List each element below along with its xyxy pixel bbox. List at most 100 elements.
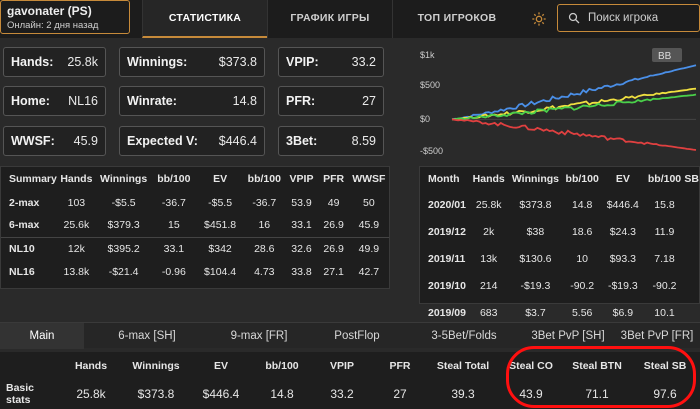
basic-header-cell[interactable]: Steal Total bbox=[436, 360, 490, 372]
tab-top-players[interactable]: ТОП ИГРОКОВ bbox=[392, 0, 521, 38]
basic-header-cell[interactable]: VPIP bbox=[330, 360, 354, 372]
player-search[interactable] bbox=[557, 4, 700, 32]
stat-label: Winrate: bbox=[127, 94, 177, 108]
summary-cell: 33.1 bbox=[151, 236, 196, 260]
monthly-header-cell[interactable]: bb/100 bbox=[647, 173, 682, 185]
monthly-header-cell[interactable]: Month bbox=[428, 173, 460, 185]
summary-cell: 16 bbox=[258, 219, 271, 232]
table-row: 2019/10 214 -$19.3 -90.2 -$19.3 -90.2 bbox=[420, 272, 699, 299]
y-tick-label: -$500 bbox=[420, 146, 443, 156]
monthly-cell: 11.9 bbox=[654, 225, 675, 238]
basic-header-cell[interactable]: Hands bbox=[74, 360, 108, 372]
basic-header-cell[interactable]: Steal CO bbox=[509, 360, 553, 372]
monthly-header-cell[interactable]: Winnings bbox=[511, 173, 560, 185]
category-tab[interactable]: Main bbox=[0, 323, 84, 349]
monthly-header-cell[interactable]: EV bbox=[615, 173, 630, 185]
summary-cell: 28.6 bbox=[244, 236, 285, 260]
monthly-header-cell[interactable]: Hands bbox=[472, 173, 505, 185]
category-tab[interactable]: 3Bet PvP [FR] bbox=[620, 330, 694, 342]
summary-header-cell[interactable]: Winnings bbox=[100, 173, 148, 185]
category-tab[interactable]: PostFlop bbox=[334, 330, 380, 342]
table-row: NL10 12k $395.2 33.1 $342 28.6 32.6 26.9 49.9 bbox=[1, 236, 389, 260]
bb-toggle[interactable] bbox=[652, 48, 682, 62]
tab-statistics[interactable]: СТАТИСТИКА bbox=[142, 0, 267, 38]
table-row: 2020/01 25.8k $373.8 14.8 $446.4 15.8 bbox=[420, 191, 699, 218]
category-tab[interactable]: 3Bet PvP [SH] bbox=[531, 330, 605, 342]
settings-button[interactable] bbox=[521, 0, 557, 38]
summary-header-cell[interactable]: PFR bbox=[323, 173, 345, 185]
basic-header-cell[interactable]: EV bbox=[213, 360, 228, 372]
monthly-cell: 2k bbox=[483, 225, 495, 238]
stat-3bet: 3Bet: 8.59 bbox=[278, 126, 384, 156]
bb-toggle-label: BB bbox=[658, 51, 672, 62]
basic-header-cell[interactable]: bb/100 bbox=[265, 360, 299, 372]
stat-value: $373.8 bbox=[218, 55, 257, 69]
search-input[interactable] bbox=[588, 12, 688, 24]
summary-header-cell[interactable]: bb/100 bbox=[157, 173, 191, 185]
basic-cell: 43.9 bbox=[519, 387, 543, 401]
summary-header-cell[interactable]: EV bbox=[213, 173, 228, 185]
stat-value: 25.8k bbox=[67, 55, 98, 69]
summary-header-cell[interactable]: WWSF bbox=[352, 173, 386, 185]
monthly-header-cell[interactable]: bb/100 bbox=[565, 173, 599, 185]
summary-header-cell[interactable]: VPIP bbox=[289, 173, 314, 185]
stat-label: Hands: bbox=[11, 55, 54, 69]
summary-cell: 27.1 bbox=[323, 265, 344, 278]
monthly-cell: 15.8 bbox=[654, 198, 675, 211]
stat-home: Home: NL16 bbox=[3, 86, 106, 116]
summary-cell: $379.3 bbox=[107, 219, 140, 232]
monthly-cell: -$19.3 bbox=[520, 279, 551, 292]
monthly-cell: -$19.3 bbox=[607, 279, 638, 292]
basic-header-cell[interactable]: Steal SB bbox=[643, 360, 687, 372]
winnings-chart[interactable]: $1k $500 $0 -$500 BB bbox=[418, 44, 700, 162]
summary-cell: $451.8 bbox=[204, 219, 237, 232]
monthly-header-cell[interactable]: SB bbox=[684, 173, 699, 185]
tab-game-chart[interactable]: ГРАФИК ИГРЫ bbox=[267, 0, 392, 38]
summary-cell: 12k bbox=[57, 236, 96, 260]
summary-header-cell[interactable]: Hands bbox=[60, 173, 93, 185]
player-card[interactable]: gavonater (PS) Онлайн: 2 дня назад bbox=[0, 0, 130, 34]
stat-value: 33.2 bbox=[351, 55, 376, 69]
summary-cell: -$5.5 bbox=[208, 196, 233, 209]
table-row: 2-max 103 -$5.5 -36.7 -$5.5 -36.7 53.9 49 50 bbox=[1, 191, 389, 214]
summary-cell: 53.9 bbox=[291, 196, 312, 209]
stat-value: NL16 bbox=[68, 94, 98, 108]
stat-value: 14.8 bbox=[232, 94, 257, 108]
stats-category-tabs: Main 6-max [SH] 9-max [FR] PostFlop 3-5Bet/F… bbox=[0, 322, 700, 349]
player-name: gavonater (PS) bbox=[7, 4, 92, 18]
stat-label: Home: bbox=[11, 94, 50, 108]
summary-cell: -36.7 bbox=[252, 196, 277, 209]
basic-cell: 71.1 bbox=[585, 387, 609, 401]
summary-header-cell[interactable]: bb/100 bbox=[247, 173, 281, 185]
monthly-cell: -90.2 bbox=[570, 279, 595, 292]
summary-cell: -$21.4 bbox=[108, 265, 139, 278]
summary-cell: $395.2 bbox=[95, 236, 152, 260]
series-line bbox=[451, 64, 697, 121]
table-row: NL16 13.8k -$21.4 -0.96 $104.4 4.73 33.8 27.1 42… bbox=[1, 260, 389, 283]
monthly-cell: $130.6 bbox=[519, 252, 552, 265]
basic-cell: 27 bbox=[393, 387, 407, 401]
category-tab[interactable]: 6-max [SH] bbox=[118, 330, 176, 342]
monthly-cell: 683 bbox=[479, 306, 498, 319]
summary-cell: 6-max bbox=[9, 219, 40, 232]
stat-wwsf: WWSF: 45.9 bbox=[3, 126, 106, 156]
basic-header-cell[interactable]: Winnings bbox=[132, 360, 180, 372]
summary-header-cell[interactable]: Summary bbox=[9, 173, 57, 185]
player-status: Онлайн: 2 дня назад bbox=[7, 20, 99, 31]
stat-label: WWSF: bbox=[11, 134, 55, 148]
y-tick-label: $500 bbox=[420, 80, 440, 90]
basic-header-cell[interactable]: Steal BTN bbox=[572, 360, 622, 372]
category-tab[interactable]: 9-max [FR] bbox=[230, 330, 288, 342]
summary-cell: 4.73 bbox=[254, 265, 275, 278]
basic-cell: 14.8 bbox=[270, 387, 294, 401]
basic-header-cell[interactable] bbox=[0, 352, 60, 380]
monthly-cell: $93.3 bbox=[609, 252, 636, 265]
summary-cell: -$5.5 bbox=[111, 196, 136, 209]
stat-label: VPIP: bbox=[286, 55, 319, 69]
monthly-cell: $24.3 bbox=[609, 225, 636, 238]
monthly-table: Month Hands Winnings bb/100 EV bb/100 SB 2020/… bbox=[419, 166, 700, 319]
summary-cell: 13.8k bbox=[63, 265, 90, 278]
category-tab[interactable]: 3-5Bet/Folds bbox=[431, 330, 497, 342]
basic-cell: 39.3 bbox=[451, 387, 475, 401]
basic-header-cell[interactable]: PFR bbox=[389, 360, 411, 372]
